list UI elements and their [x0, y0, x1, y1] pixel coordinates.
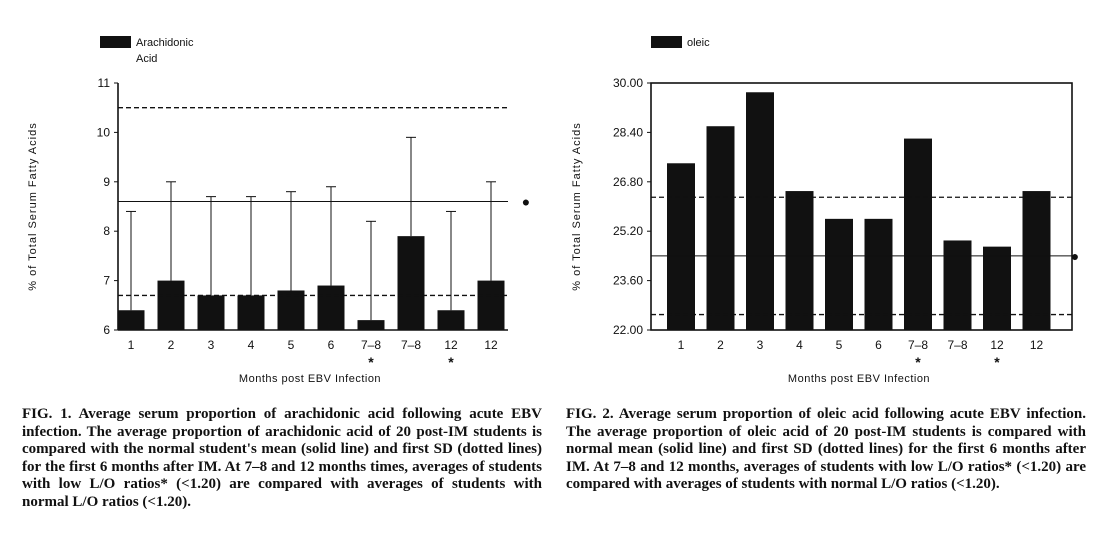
x-tick-label: 12 [444, 338, 458, 352]
mean-marker: ● [522, 194, 530, 210]
y-tick-label: 10 [97, 125, 111, 139]
bar [157, 280, 185, 330]
legend-label: Arachidonic [136, 37, 194, 49]
y-tick-label: 28.40 [613, 125, 643, 139]
bar [197, 295, 225, 330]
bar [706, 126, 735, 330]
x-axis-title: Months post EBV Infection [239, 373, 381, 385]
bar [237, 295, 265, 330]
figure-2-text: Average serum proportion of oleic acid f… [566, 406, 1086, 493]
plot-frame [650, 82, 1073, 331]
y-tick-label: 8 [103, 224, 110, 238]
legend-label-line2: Acid [136, 53, 157, 65]
bar [667, 163, 695, 330]
y-axis-title: % of Total Serum Fatty Acids [571, 122, 583, 290]
bar [1022, 191, 1051, 330]
y-tick-label: 9 [103, 175, 110, 189]
y-tick-label: 22.00 [613, 323, 643, 337]
bar [864, 218, 893, 330]
x-tick-label: 12 [990, 338, 1004, 352]
x-tick-label: 2 [717, 338, 724, 352]
x-axis-title: Months post EBV Infection [788, 373, 930, 385]
x-tick-label: 12 [484, 338, 498, 352]
x-tick-label: 3 [757, 338, 764, 352]
legend-swatch [100, 36, 131, 48]
figure-1-text: Average serum proportion of arachidonic … [22, 406, 542, 510]
bar [785, 191, 814, 330]
y-tick-label: 11 [98, 76, 111, 90]
y-tick-label: 30.00 [613, 76, 643, 90]
bar [117, 310, 145, 330]
legend-label: oleic [687, 37, 710, 49]
legend-swatch [651, 36, 682, 48]
bar [825, 218, 853, 330]
bar [746, 92, 774, 330]
significance-star: * [448, 354, 454, 370]
significance-star: * [994, 354, 1000, 370]
x-tick-label: 4 [248, 338, 255, 352]
x-tick-label: 7–8 [908, 338, 928, 352]
x-tick-label: 7–8 [401, 338, 421, 352]
bar [397, 236, 425, 330]
chart-1: Arachidonic Acid 6 7 8 9 10 11 % of Total Serum … [27, 36, 530, 385]
x-tick-label: 5 [288, 338, 295, 352]
bar [357, 320, 385, 330]
x-tick-label: 5 [836, 338, 843, 352]
y-tick-label: 7 [103, 274, 110, 288]
x-tick-label: 1 [678, 338, 685, 352]
bar [437, 310, 465, 330]
y-tick-label: 25.20 [613, 224, 643, 238]
bar [317, 285, 345, 330]
bar [277, 290, 305, 330]
x-tick-label: 7–8 [361, 338, 381, 352]
y-tick-label: 26.80 [613, 175, 643, 189]
x-tick-label: 4 [796, 338, 803, 352]
figure-1-caption: FIG. 1. Average serum proportion of arac… [22, 406, 542, 512]
significance-star: * [368, 354, 374, 370]
y-tick-label: 23.60 [613, 274, 643, 288]
x-tick-label: 2 [168, 338, 175, 352]
figure-1-label: FIG. 1. [22, 406, 72, 422]
y-tick-label: 6 [103, 323, 110, 337]
x-tick-label: 1 [128, 338, 135, 352]
significance-star: * [915, 354, 921, 370]
figure-2-label: FIG. 2. [566, 406, 614, 422]
figure-2-caption: FIG. 2. Average serum proportion of olei… [566, 406, 1086, 494]
bar [477, 280, 505, 330]
bar [983, 246, 1011, 330]
y-axis-title: % of Total Serum Fatty Acids [27, 122, 39, 290]
bar [904, 138, 932, 330]
x-tick-label: 6 [875, 338, 882, 352]
bar [943, 240, 972, 330]
x-tick-label: 7–8 [947, 338, 967, 352]
x-tick-label: 3 [208, 338, 215, 352]
x-tick-label: 6 [328, 338, 335, 352]
chart-2: oleic 22.00 23.60 25.20 26.80 28.40 30.00 % of … [571, 36, 1079, 385]
x-tick-label: 12 [1030, 338, 1044, 352]
mean-marker: ● [1071, 248, 1079, 264]
